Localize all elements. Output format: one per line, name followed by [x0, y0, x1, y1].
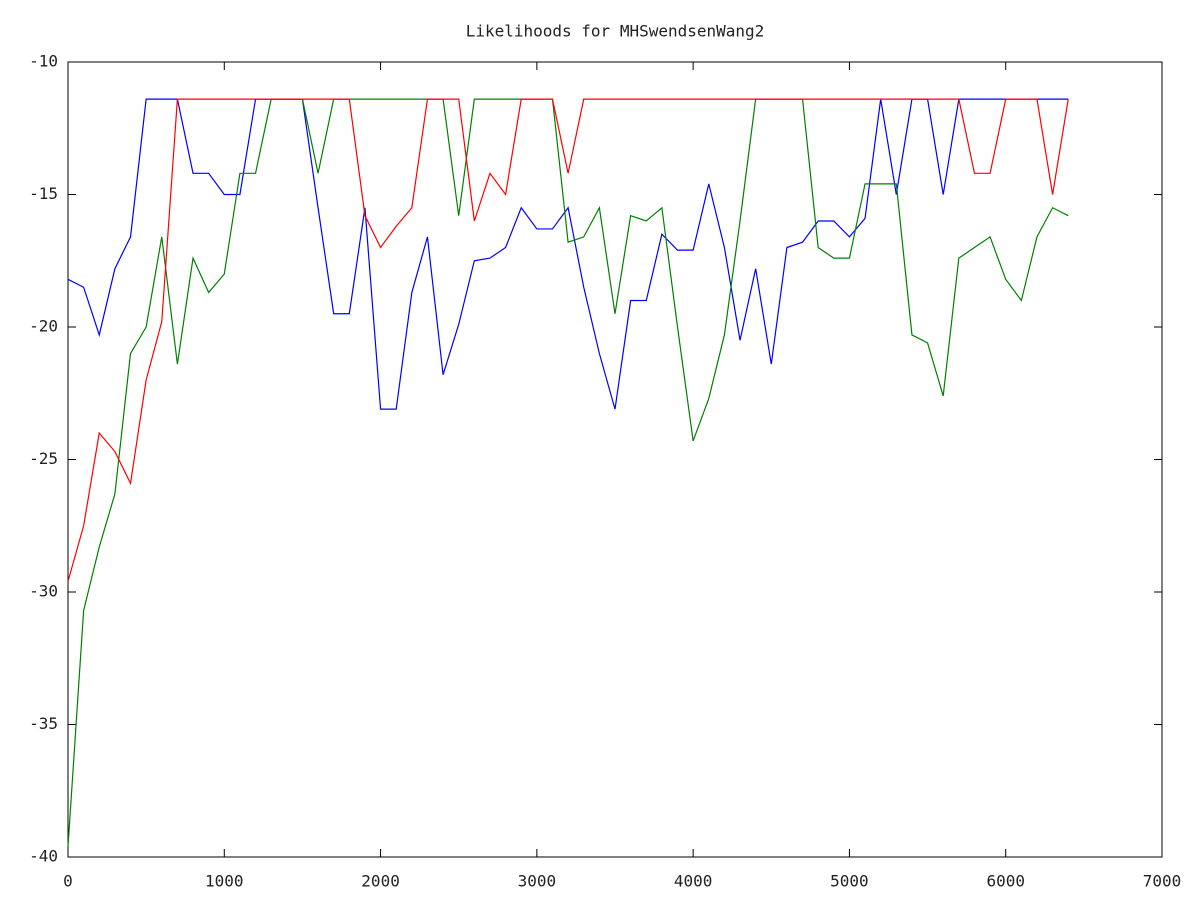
x-tick-label: 2000 — [361, 872, 400, 891]
x-tick-label: 5000 — [830, 872, 869, 891]
y-tick-label: -15 — [29, 184, 58, 203]
x-tick-label: 6000 — [986, 872, 1025, 891]
x-tick-label: 7000 — [1143, 872, 1182, 891]
y-tick-label: -20 — [29, 317, 58, 336]
x-tick-label: 1000 — [205, 872, 244, 891]
x-tick-label: 4000 — [674, 872, 713, 891]
y-tick-label: -30 — [29, 582, 58, 601]
x-tick-label: 3000 — [518, 872, 557, 891]
chart-title: Likelihoods for MHSwendsenWang2 — [466, 22, 765, 41]
x-tick-label: 0 — [63, 872, 73, 891]
y-tick-label: -35 — [29, 714, 58, 733]
y-tick-label: -40 — [29, 847, 58, 866]
series-line — [67, 98, 1069, 410]
y-tick-label: -25 — [29, 449, 58, 468]
plot-frame — [67, 61, 1163, 858]
series-line — [67, 98, 1069, 847]
series-line — [67, 98, 1069, 582]
y-tick-label: -10 — [29, 52, 58, 71]
